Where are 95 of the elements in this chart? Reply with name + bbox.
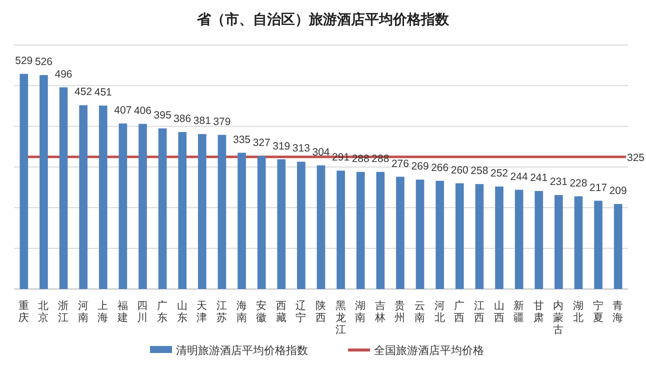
bar [356, 172, 365, 289]
bar [218, 134, 226, 289]
bar [614, 204, 622, 289]
bar [59, 87, 68, 289]
data-label: 241 [530, 172, 548, 184]
bar [436, 180, 444, 289]
x-tick-label: 新疆 [514, 299, 525, 324]
bar [574, 196, 583, 289]
data-label: 452 [74, 86, 92, 98]
x-tick-label: 山东 [176, 299, 188, 324]
data-label: 252 [490, 168, 508, 180]
x-tick-label: 江西 [474, 300, 485, 324]
bar [316, 165, 326, 289]
bar [98, 106, 108, 289]
data-label: 266 [431, 162, 449, 174]
data-label: 529 [15, 54, 33, 67]
x-tick-label: 西藏 [276, 300, 287, 324]
bar [455, 183, 464, 289]
bar [238, 152, 246, 289]
x-tick-label: 陕西 [316, 300, 326, 324]
data-label: 407 [114, 104, 132, 116]
bar [376, 172, 385, 289]
annotation: 325 [627, 152, 645, 164]
data-label: 313 [292, 142, 310, 155]
x-tick-label: 天津 [196, 300, 208, 324]
x-tick-label: 广东 [157, 299, 168, 324]
data-label: 291 [332, 152, 350, 164]
bar [554, 195, 563, 289]
bar [534, 190, 544, 289]
data-label: 217 [590, 182, 608, 194]
x-tick-label: 江苏 [216, 300, 228, 324]
bar [416, 180, 424, 289]
x-tick-label: 湖北 [572, 300, 584, 324]
data-label: 319 [272, 140, 290, 152]
data-label: 258 [470, 165, 488, 178]
data-label: 395 [154, 109, 172, 122]
bar [514, 190, 524, 289]
data-label: 335 [233, 134, 251, 146]
bar [297, 162, 306, 289]
x-tick-label: 吉林 [374, 299, 386, 324]
legend-label: 全国旅游酒店平均价格 [374, 344, 484, 357]
bar [257, 156, 266, 289]
bar [495, 186, 504, 289]
bar [118, 123, 128, 289]
data-label: 269 [411, 160, 429, 173]
data-label: 406 [134, 104, 152, 117]
data-label: 209 [609, 185, 628, 198]
x-tick-label: 福建 [116, 299, 128, 324]
bar [198, 134, 206, 289]
x-tick-label: 海南 [236, 300, 248, 324]
data-label: 231 [550, 176, 568, 188]
x-tick-label: 上海 [98, 299, 109, 324]
bar [79, 105, 88, 289]
x-tick-label: 云南 [414, 300, 426, 324]
legend-label: 清明旅游酒店平均价格指数 [176, 344, 308, 357]
bar [178, 132, 187, 289]
x-tick-label: 青海 [612, 299, 624, 324]
x-tick-label: 浙江 [58, 299, 70, 324]
x-tick-label: 河南 [78, 300, 89, 324]
data-label: 451 [94, 86, 112, 99]
data-label: 526 [34, 56, 53, 68]
bar [138, 124, 147, 289]
data-label: 327 [252, 137, 270, 150]
data-label: 276 [391, 158, 410, 170]
x-tick-label: 贵州 [394, 299, 406, 324]
x-tick-label: 甘肃 [533, 299, 544, 324]
bar [336, 170, 345, 289]
data-label: 381 [193, 115, 212, 128]
x-tick-label: 重庆 [18, 299, 30, 324]
bar [277, 159, 286, 289]
x-tick-label: 北京 [38, 299, 50, 324]
bar [158, 128, 167, 289]
bar [20, 74, 28, 289]
data-label: 496 [54, 68, 72, 80]
data-label: 244 [510, 170, 528, 183]
x-tick-label: 辽宁 [296, 300, 307, 324]
x-tick-label: 山西 [494, 299, 505, 324]
x-tick-label: 湖南 [355, 300, 366, 324]
bar [594, 200, 602, 289]
data-label: 228 [570, 177, 588, 190]
data-label: 379 [213, 116, 231, 128]
x-tick-label: 内蒙古 [553, 299, 564, 336]
x-tick-label: 宁夏 [592, 299, 604, 324]
data-label: 304 [312, 146, 330, 158]
bar [475, 184, 484, 289]
x-tick-label: 四川 [137, 300, 148, 324]
data-label: 260 [450, 164, 469, 176]
x-tick-label: 黑龙江 [335, 300, 346, 336]
x-tick-label: 河北 [434, 300, 446, 324]
data-label: 386 [174, 113, 192, 126]
bar [40, 75, 48, 289]
chart-title: 省（市、自治区）旅游酒店平均价格指数 [196, 11, 450, 27]
x-tick-label: 广西 [454, 299, 466, 324]
bar [396, 176, 404, 289]
x-tick-label: 安徽 [256, 299, 268, 324]
